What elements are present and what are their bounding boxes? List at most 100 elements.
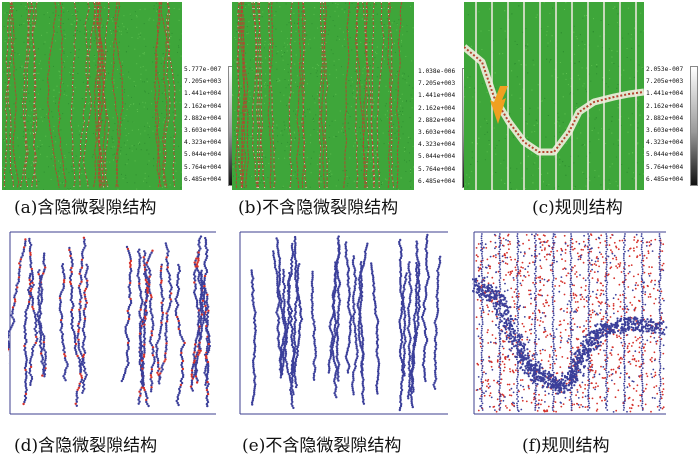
particle bbox=[44, 363, 47, 366]
texture-speck bbox=[565, 174, 567, 176]
particle bbox=[409, 377, 412, 380]
texture-speck bbox=[348, 80, 350, 81]
texture-speck bbox=[129, 147, 131, 149]
texture-speck bbox=[270, 109, 272, 111]
particle bbox=[24, 314, 27, 318]
particle bbox=[411, 382, 414, 385]
particle bbox=[142, 335, 146, 338]
particle bbox=[295, 383, 298, 387]
particle bbox=[160, 293, 163, 296]
particle bbox=[408, 349, 411, 352]
particle bbox=[416, 256, 419, 259]
texture-speck bbox=[401, 93, 403, 95]
scale-tick-label: 5.044e+004 bbox=[646, 151, 684, 159]
particle bbox=[128, 253, 131, 257]
particle bbox=[375, 314, 378, 317]
particle bbox=[191, 389, 194, 392]
texture-speck bbox=[626, 57, 628, 58]
particle bbox=[179, 353, 183, 357]
particle bbox=[150, 386, 153, 389]
particle bbox=[177, 327, 180, 331]
texture-speck bbox=[327, 33, 329, 35]
particle bbox=[65, 367, 68, 370]
texture-speck bbox=[406, 161, 408, 163]
particle bbox=[376, 352, 379, 355]
texture-speck bbox=[562, 51, 564, 53]
texture-speck bbox=[153, 19, 155, 21]
particle bbox=[177, 321, 181, 325]
texture-speck bbox=[267, 126, 269, 128]
particle bbox=[34, 333, 37, 337]
texture-speck bbox=[371, 16, 373, 18]
particle bbox=[204, 306, 208, 310]
particle bbox=[200, 285, 204, 288]
particle bbox=[24, 346, 27, 350]
texture-speck bbox=[289, 143, 291, 145]
particle bbox=[81, 329, 85, 332]
texture-speck bbox=[288, 116, 290, 117]
texture-speck bbox=[175, 179, 176, 181]
texture-speck bbox=[43, 14, 45, 16]
texture-speck bbox=[338, 38, 340, 40]
particle bbox=[346, 259, 349, 262]
texture-speck bbox=[381, 56, 383, 58]
particle bbox=[254, 325, 257, 328]
particle bbox=[203, 284, 206, 288]
particle bbox=[332, 360, 336, 363]
particle bbox=[310, 282, 314, 285]
texture-speck bbox=[559, 62, 561, 63]
texture-speck bbox=[282, 186, 284, 188]
particle bbox=[83, 315, 87, 318]
particle bbox=[139, 316, 142, 319]
particle bbox=[314, 346, 317, 349]
particle bbox=[43, 349, 46, 352]
texture-speck bbox=[246, 31, 248, 33]
particle bbox=[139, 308, 142, 311]
particle bbox=[349, 319, 352, 322]
particle bbox=[282, 358, 285, 362]
particle bbox=[29, 272, 32, 276]
particle bbox=[336, 333, 339, 336]
texture-speck bbox=[350, 106, 352, 108]
particle bbox=[295, 283, 298, 287]
particle bbox=[167, 272, 171, 275]
particle bbox=[408, 343, 411, 346]
particle bbox=[138, 396, 141, 399]
particle bbox=[178, 387, 181, 391]
contour-map-c bbox=[464, 2, 644, 190]
particle bbox=[333, 265, 337, 268]
texture-speck bbox=[168, 14, 170, 16]
particle bbox=[44, 351, 47, 354]
texture-speck bbox=[328, 172, 330, 173]
texture-speck bbox=[116, 4, 118, 6]
particle bbox=[192, 361, 196, 364]
particle bbox=[348, 295, 351, 298]
texture-speck bbox=[96, 69, 98, 71]
particle bbox=[294, 241, 297, 245]
particle bbox=[291, 248, 294, 252]
texture-speck bbox=[84, 131, 86, 133]
particle bbox=[150, 308, 153, 311]
particle bbox=[417, 309, 420, 313]
crack-line bbox=[83, 2, 92, 189]
texture-speck bbox=[324, 146, 326, 148]
particle bbox=[206, 368, 210, 372]
texture-speck bbox=[391, 22, 393, 24]
particle bbox=[334, 364, 337, 367]
particle bbox=[73, 330, 76, 334]
particle bbox=[413, 336, 416, 339]
texture-speck bbox=[540, 100, 542, 102]
particle bbox=[294, 267, 297, 271]
texture-speck bbox=[99, 166, 100, 168]
texture-speck bbox=[158, 72, 159, 74]
texture-speck bbox=[502, 53, 504, 55]
texture-speck bbox=[335, 185, 337, 187]
texture-speck bbox=[338, 59, 340, 61]
particle bbox=[252, 357, 255, 360]
particle bbox=[84, 299, 88, 302]
texture-speck bbox=[245, 52, 247, 54]
particle bbox=[124, 331, 128, 335]
particle bbox=[425, 267, 428, 271]
particle bbox=[350, 315, 353, 318]
particle bbox=[151, 352, 154, 355]
